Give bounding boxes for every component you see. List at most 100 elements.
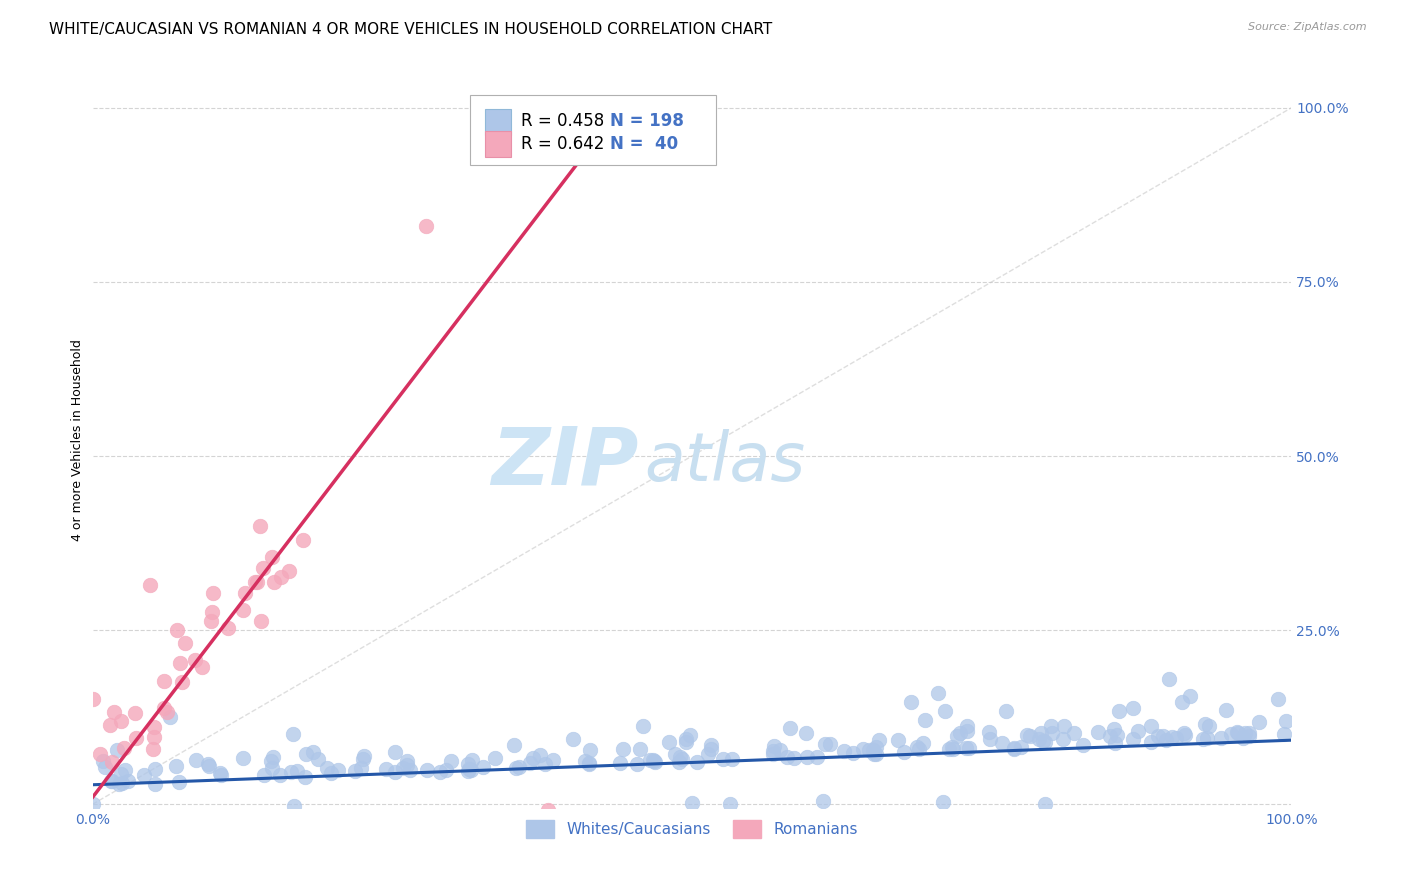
Point	[1071, 738, 1094, 752]
Point	[908, 741, 931, 756]
Point	[457, 764, 479, 779]
Point	[858, 743, 880, 757]
Point	[769, 743, 792, 757]
Point	[107, 777, 129, 791]
Point	[209, 765, 232, 780]
Point	[1160, 730, 1182, 744]
Point	[1146, 729, 1168, 743]
Point	[294, 770, 316, 784]
Point	[862, 742, 884, 756]
Point	[561, 732, 583, 747]
Point	[534, 757, 557, 772]
Point	[927, 686, 949, 700]
Point	[260, 761, 283, 775]
Point	[1178, 690, 1201, 704]
Point	[143, 762, 166, 776]
Point	[679, 727, 702, 741]
Point	[1098, 729, 1121, 743]
Point	[209, 767, 232, 781]
Point	[167, 775, 190, 789]
Point	[1040, 719, 1063, 733]
Point	[253, 768, 276, 782]
Point	[681, 796, 703, 810]
Point	[1063, 726, 1085, 740]
Text: N = 198: N = 198	[610, 112, 685, 130]
Point	[270, 569, 292, 583]
Point	[201, 585, 224, 599]
Point	[94, 759, 117, 773]
Point	[1173, 726, 1195, 740]
Point	[263, 575, 285, 590]
Point	[458, 762, 481, 776]
Point	[1002, 742, 1025, 756]
Point	[1010, 739, 1032, 754]
Point	[197, 757, 219, 772]
Point	[114, 740, 136, 755]
Text: atlas: atlas	[644, 429, 806, 495]
Point	[124, 706, 146, 720]
Text: N =  40: N = 40	[610, 136, 679, 153]
Point	[1233, 726, 1256, 740]
Point	[344, 764, 367, 778]
Point	[101, 755, 124, 769]
Point	[852, 742, 875, 756]
Point	[626, 757, 648, 772]
Point	[283, 727, 305, 741]
Point	[98, 718, 121, 732]
Point	[700, 738, 723, 752]
Point	[295, 747, 318, 762]
Point	[384, 764, 406, 779]
Point	[949, 726, 972, 740]
Point	[434, 763, 457, 777]
Point	[841, 746, 863, 760]
Point	[277, 564, 299, 578]
Point	[1159, 672, 1181, 686]
Point	[232, 751, 254, 765]
Text: R = 0.642: R = 0.642	[520, 136, 605, 153]
Legend: Whites/Caucasians, Romanians: Whites/Caucasians, Romanians	[520, 814, 863, 844]
Point	[1033, 735, 1056, 749]
Point	[1052, 731, 1074, 746]
Point	[269, 768, 291, 782]
Text: WHITE/CAUCASIAN VS ROMANIAN 4 OR MORE VEHICLES IN HOUSEHOLD CORRELATION CHART: WHITE/CAUCASIAN VS ROMANIAN 4 OR MORE VE…	[49, 22, 772, 37]
Point	[905, 739, 928, 754]
Point	[217, 621, 239, 635]
Point	[1122, 701, 1144, 715]
Point	[1053, 719, 1076, 733]
Point	[169, 656, 191, 670]
Point	[184, 653, 207, 667]
Point	[806, 750, 828, 764]
Point	[1195, 731, 1218, 745]
Point	[945, 729, 967, 743]
Point	[1174, 728, 1197, 742]
Point	[633, 719, 655, 733]
Point	[1002, 740, 1025, 755]
Point	[100, 773, 122, 788]
Point	[1272, 727, 1295, 741]
Point	[1194, 717, 1216, 731]
Point	[911, 736, 934, 750]
Text: R = 0.458: R = 0.458	[520, 112, 603, 130]
Point	[396, 754, 419, 768]
Point	[519, 756, 541, 771]
Y-axis label: 4 or more Vehicles in Household: 4 or more Vehicles in Household	[72, 340, 84, 541]
Point	[1104, 723, 1126, 737]
FancyBboxPatch shape	[470, 95, 716, 165]
Point	[429, 764, 451, 779]
Point	[114, 763, 136, 777]
Point	[991, 736, 1014, 750]
Point	[574, 754, 596, 768]
Point	[796, 750, 818, 764]
Point	[664, 747, 686, 761]
FancyBboxPatch shape	[485, 131, 510, 158]
Point	[955, 740, 977, 755]
Point	[643, 753, 665, 767]
Point	[505, 761, 527, 775]
Point	[353, 749, 375, 764]
Point	[166, 624, 188, 638]
Point	[644, 756, 666, 770]
Point	[233, 586, 256, 600]
Point	[1274, 714, 1296, 729]
Point	[675, 731, 697, 746]
Point	[260, 755, 283, 769]
